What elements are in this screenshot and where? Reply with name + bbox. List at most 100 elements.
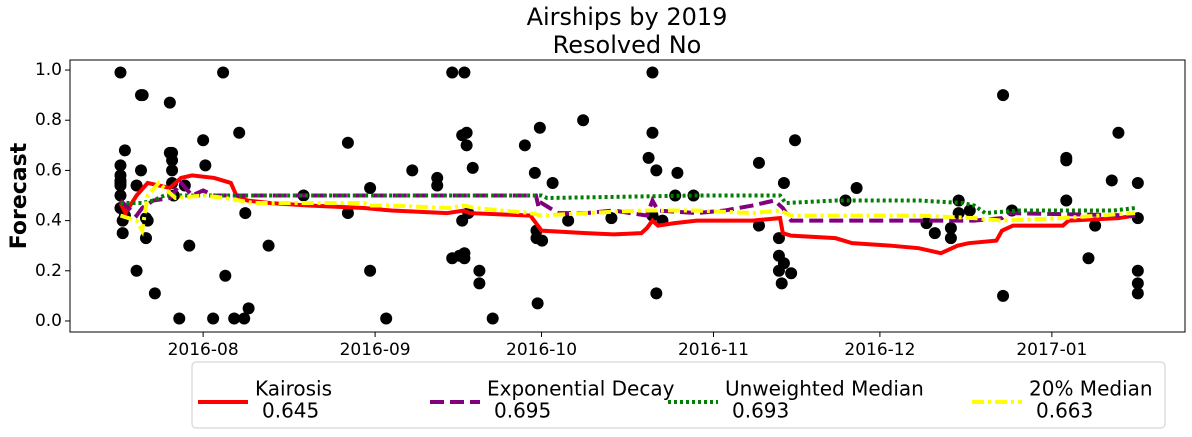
scatter-point [669, 189, 682, 202]
scatter-point [166, 164, 179, 177]
scatter-point [963, 204, 976, 217]
scatter-point [183, 239, 196, 252]
scatter-point [130, 179, 143, 192]
scatter-point [458, 252, 471, 265]
legend-label: Unweighted Median [725, 377, 924, 401]
plot-area [69, 59, 1186, 333]
legend-label: 20% Median [1029, 377, 1153, 401]
scatter-point [163, 96, 176, 109]
y-tick-label: 0.6 [35, 160, 62, 180]
scatter-point [775, 277, 788, 290]
scatter-point [364, 181, 377, 194]
x-tick-label: 2016-08 [168, 340, 239, 360]
scatter-point [406, 164, 419, 177]
scatter-point [242, 302, 255, 315]
scatter-point [1082, 252, 1095, 265]
scatter-point [341, 207, 354, 220]
scatter-point [533, 121, 546, 134]
scatter-point [997, 89, 1010, 102]
scatter-point [130, 264, 143, 277]
scatter-point [364, 264, 377, 277]
scatter-point [536, 234, 549, 247]
scatter-point [166, 154, 179, 167]
scatter-point [238, 312, 251, 325]
scatter-point [1089, 219, 1102, 232]
scatter-point [577, 114, 590, 127]
scatter-point [650, 164, 663, 177]
scatter-point [646, 126, 659, 139]
scatter-point [239, 207, 252, 220]
scatter-point [114, 179, 127, 192]
scatter-point [944, 232, 957, 245]
chart-title: Airships by 2019 [527, 3, 728, 31]
legend-score: 0.645 [262, 399, 319, 423]
scatter-point [460, 126, 473, 139]
scatter-point [118, 144, 131, 157]
scatter-point [207, 312, 220, 325]
scatter-point [777, 176, 790, 189]
scatter-point [1131, 264, 1144, 277]
y-tick-label: 0.2 [35, 261, 62, 281]
scatter-point [752, 156, 765, 169]
legend-box [191, 361, 1166, 429]
scatter-point [650, 287, 663, 300]
scatter-point [1131, 287, 1144, 300]
scatter-point [446, 66, 459, 79]
scatter-point [671, 166, 684, 179]
scatter-point [228, 312, 241, 325]
scatter-point [518, 139, 531, 152]
scatter-point [928, 227, 941, 240]
y-tick-label: 0.4 [35, 211, 62, 231]
legend-score: 0.693 [732, 399, 789, 423]
x-tick-label: 2017-01 [1016, 340, 1087, 360]
scatter-point [217, 66, 230, 79]
scatter-point [431, 179, 444, 192]
scatter-point [772, 232, 785, 245]
series-line [119, 180, 1136, 237]
scatter-point [646, 66, 659, 79]
scatter-point [380, 312, 393, 325]
scatter-point [777, 257, 790, 270]
y-tick-label: 0.8 [35, 110, 62, 130]
scatter-point [199, 159, 212, 172]
scatter-point [116, 227, 129, 240]
scatter-point [687, 189, 700, 202]
scatter-point [486, 312, 499, 325]
scatter-point [114, 66, 127, 79]
scatter-point [642, 151, 655, 164]
scatter-point [562, 214, 575, 227]
scatter-point [148, 287, 161, 300]
scatter-point [1112, 126, 1125, 139]
scatter-point [466, 161, 479, 174]
scatter-point [458, 66, 471, 79]
scatter-point [839, 194, 852, 207]
scatter-point [1131, 277, 1144, 290]
y-axis-label: Forecast [7, 142, 32, 249]
scatter-point [546, 176, 559, 189]
scatter-point [1105, 174, 1118, 187]
scatter-point [646, 209, 659, 222]
scatter-point [997, 289, 1010, 302]
scatter-point [473, 264, 486, 277]
scatter-point [789, 134, 802, 147]
scatter-point [605, 212, 618, 225]
x-tick-label: 2016-11 [678, 340, 749, 360]
scatter-point [341, 136, 354, 149]
scatter-point [114, 189, 127, 202]
x-tick-label: 2016-10 [506, 340, 577, 360]
scatter-point [173, 312, 186, 325]
series-line [118, 173, 1136, 256]
scatter-point [233, 126, 246, 139]
scatter-point [752, 219, 765, 232]
y-tick-label: 0.0 [35, 311, 62, 331]
legend-score: 0.695 [494, 399, 551, 423]
legend-label: Exponential Decay [487, 377, 675, 401]
scatter-point [1131, 176, 1144, 189]
scatter-point [262, 239, 275, 252]
scatter-point [114, 159, 127, 172]
scatter-point [460, 139, 473, 152]
scatter-point [197, 134, 210, 147]
scatter-point [136, 89, 149, 102]
scatter-point [531, 297, 544, 310]
